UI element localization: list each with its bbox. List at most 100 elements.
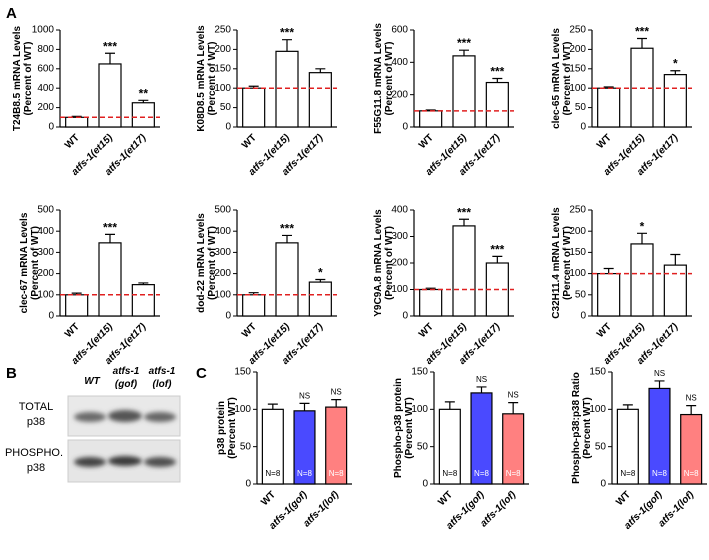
- significance-label: ***: [103, 39, 117, 53]
- bar-chart: 0 50 100 150 200 250 clec-65 mRNA Levels (Perce…: [551, 25, 692, 178]
- y-axis-label: (Percent of WT): [562, 226, 573, 300]
- blot-column-label: WT: [84, 376, 100, 387]
- significance-label: ***: [280, 26, 294, 40]
- n-label: N=8: [297, 469, 312, 478]
- significance-label: NS: [299, 391, 310, 400]
- y-tick-label: 100: [234, 404, 251, 415]
- y-tick-label: 100: [569, 83, 586, 94]
- error-bar: [315, 68, 326, 73]
- y-tick-label: 100: [37, 289, 54, 300]
- y-axis-label: clec-65 mRNA Levels: [551, 28, 562, 129]
- error-bar: [331, 399, 342, 408]
- panel-label: C: [196, 365, 207, 382]
- error-bar: [282, 39, 292, 52]
- y-tick-label: 800: [37, 44, 54, 55]
- y-tick-label: 150: [569, 63, 586, 74]
- n-label: N=8: [506, 469, 521, 478]
- blot-column-label: atfs-1: [149, 366, 176, 377]
- significance-label: ***: [457, 36, 471, 50]
- significance-label: ***: [490, 65, 504, 79]
- bar: [242, 87, 266, 128]
- error-bar: [476, 386, 487, 393]
- y-axis-label: (Percent of WT): [23, 42, 34, 116]
- y-tick-label: 100: [214, 83, 231, 94]
- y-tick-label: 400: [214, 226, 231, 237]
- y-tick-label: 0: [245, 479, 251, 490]
- blot-row-label: p38: [27, 462, 45, 474]
- band: [108, 456, 142, 466]
- y-axis-label: F55G11.8 mRNA Levels: [373, 23, 384, 134]
- bar-chart: 0 200 400 600 800 1000 T24B8.5 mRNA Levels (Per…: [12, 25, 160, 178]
- bar-chart: 0 50 100 150 Phospho-p38 protein (Percent WT)…: [393, 367, 529, 532]
- y-tick-label: 400: [391, 57, 408, 68]
- blot-column-label: atfs-1: [113, 366, 140, 377]
- error-bar: [282, 234, 292, 243]
- x-tick-label: WT: [614, 489, 633, 508]
- y-tick-label: 50: [240, 441, 252, 452]
- y-axis-label: (Percent WT): [582, 397, 593, 459]
- y-tick-label: 0: [402, 311, 408, 322]
- y-tick-label: 500: [214, 205, 231, 216]
- band: [108, 410, 142, 422]
- bar: [597, 87, 621, 128]
- y-tick-label: 200: [214, 44, 231, 55]
- y-axis-label: clec-67 mRNA Levels: [19, 212, 30, 313]
- n-label: N=8: [474, 469, 489, 478]
- y-tick-label: 200: [391, 258, 408, 269]
- y-tick-label: 50: [220, 102, 232, 113]
- y-tick-label: 100: [214, 289, 231, 300]
- n-label: N=8: [684, 469, 699, 478]
- significance-label: NS: [508, 391, 519, 400]
- error-bar: [637, 232, 647, 244]
- x-tick-label: WT: [63, 321, 82, 340]
- x-tick-label: WT: [259, 489, 278, 508]
- y-tick-label: 0: [580, 122, 586, 133]
- bar: [419, 110, 443, 128]
- y-axis-label: Phospho-p38:p38 Ratio: [571, 372, 582, 484]
- y-tick-label: 250: [569, 205, 586, 216]
- y-axis-label: (Percent of WT): [207, 42, 218, 116]
- y-tick-label: 200: [391, 89, 408, 100]
- bar: [98, 242, 122, 317]
- n-label: N=8: [652, 469, 667, 478]
- band: [144, 457, 176, 467]
- bar-chart: 0 200 400 600 F55G11.8 mRNA Levels (Percent o…: [373, 23, 514, 178]
- n-label: N=8: [265, 469, 280, 478]
- y-axis-label: K08D8.5 mRNA Levels: [196, 25, 207, 132]
- x-tick-label: WT: [595, 132, 614, 151]
- y-tick-label: 200: [37, 268, 54, 279]
- error-bar: [267, 403, 278, 410]
- error-bar: [459, 49, 469, 56]
- y-tick-label: 600: [391, 25, 408, 36]
- blot-column-label: (lof): [153, 379, 173, 390]
- y-axis-label: (Percent of WT): [384, 42, 395, 116]
- error-bar: [105, 233, 115, 243]
- error-bar: [492, 77, 503, 83]
- band: [144, 412, 176, 422]
- y-tick-label: 150: [569, 247, 586, 258]
- y-tick-label: 100: [589, 404, 606, 415]
- x-tick-label: WT: [240, 132, 259, 151]
- y-tick-label: 200: [569, 226, 586, 237]
- y-axis-label: (Percent of WT): [30, 226, 41, 300]
- y-axis-label: dod-22 mRNA Levels: [196, 213, 207, 313]
- y-tick-label: 400: [37, 226, 54, 237]
- y-tick-label: 1000: [32, 25, 55, 36]
- y-tick-label: 0: [48, 122, 54, 133]
- bar: [452, 55, 476, 128]
- x-tick-label: WT: [417, 132, 436, 151]
- error-bar: [670, 253, 681, 266]
- bar: [242, 294, 266, 317]
- bar: [630, 243, 654, 317]
- error-bar: [315, 278, 326, 283]
- blot-row-label: PHOSPHO.: [5, 447, 63, 459]
- error-bar: [670, 70, 681, 75]
- bar: [275, 242, 299, 317]
- bar: [485, 81, 509, 128]
- y-tick-label: 200: [569, 44, 586, 55]
- significance-label: NS: [686, 394, 697, 403]
- y-tick-label: 0: [225, 311, 231, 322]
- y-tick-label: 250: [214, 25, 231, 36]
- y-tick-label: 100: [569, 268, 586, 279]
